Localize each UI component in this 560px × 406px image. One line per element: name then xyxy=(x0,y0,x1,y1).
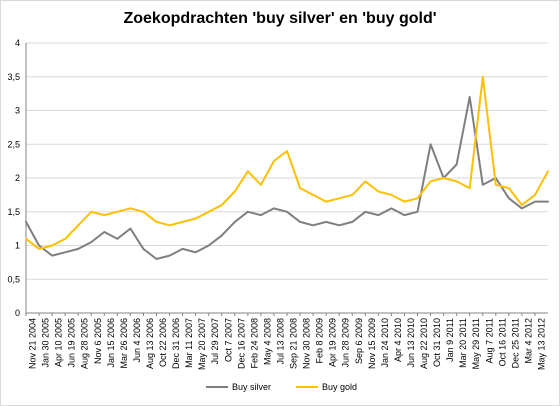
x-tick-label: Dec 31 2006 xyxy=(171,318,181,369)
x-tick-label: Jun 4 2006 xyxy=(132,318,142,363)
x-tick-label: Jul 29 2007 xyxy=(210,318,220,365)
x-tick-label: Dec 16 2007 xyxy=(236,318,246,369)
x-tick-label: May 20 2007 xyxy=(197,318,207,370)
x-tick-label: Aug 28 2005 xyxy=(80,318,90,369)
y-tick-label: 2,5 xyxy=(7,139,20,149)
x-tick-label: Mar 20 2011 xyxy=(458,318,468,368)
series-line-1 xyxy=(25,75,549,250)
x-tick-label: Mar 11 2007 xyxy=(184,318,194,368)
x-tick-label: Dec 25 2011 xyxy=(510,318,520,368)
y-tick-label: 4 xyxy=(15,38,20,48)
x-tick-label: Nov 30 2008 xyxy=(302,318,312,369)
x-tick-label: Apr 19 2009 xyxy=(328,318,338,367)
x-tick-label: May 29 2011 xyxy=(471,318,481,369)
x-tick-label: May 4 2008 xyxy=(262,318,272,365)
y-tick-label: 2 xyxy=(15,173,20,183)
y-tick-label: 3 xyxy=(15,106,20,116)
x-tick-label: Aug 22 2010 xyxy=(419,318,429,369)
y-tick-label: 3,5 xyxy=(7,72,20,82)
x-tick-label: Oct 22 2006 xyxy=(158,318,168,367)
x-tick-label: Aug 7 2011 xyxy=(484,318,494,363)
y-tick-label: 1,5 xyxy=(7,207,20,217)
x-tick-label: Jan 24 2010 xyxy=(380,318,390,368)
legend: Buy silver Buy gold xyxy=(206,382,357,392)
x-tick-label: Jul 13 2008 xyxy=(275,318,285,365)
y-tick-label: 0,5 xyxy=(7,274,20,284)
x-tick-label: Jan 30 2005 xyxy=(41,318,51,368)
x-tick-label: Oct 7 2007 xyxy=(223,318,233,362)
x-tick-label: Apr 4 2010 xyxy=(393,318,403,362)
x-tick-label: May 13 2012 xyxy=(536,318,546,370)
x-tick-label: Nov 21 2004 xyxy=(28,318,38,369)
y-tick-label: 1 xyxy=(15,241,20,251)
x-tick-label: Jun 13 2010 xyxy=(406,318,416,368)
y-axis: 0 0,5 1 1,5 2 2,5 3 3,5 4 xyxy=(7,38,27,318)
x-tick-label: Jun 19 2005 xyxy=(67,318,77,368)
x-tick-label: Mar 4 2012 xyxy=(523,318,533,364)
x-tick-label: Nov 6 2005 xyxy=(93,318,103,364)
x-tick-label: Aug 13 2006 xyxy=(145,318,155,369)
x-tick-label: Sep 6 2009 xyxy=(354,318,364,364)
x-tick-label: Oct 31 2010 xyxy=(432,318,442,367)
x-axis: Nov 21 2004 Jan 30 2005 Apr 10 2005 Jun 19 … xyxy=(25,312,548,370)
chart-title: Zoekopdrachten 'buy silver' en 'buy gold… xyxy=(123,10,436,27)
x-tick-label: Sep 21 2008 xyxy=(289,318,299,369)
x-tick-label: Nov 15 2009 xyxy=(367,318,377,369)
x-tick-label: Jan 15 2006 xyxy=(106,318,116,368)
x-tick-label: Feb 24 2008 xyxy=(249,318,259,369)
y-tick-label: 0 xyxy=(15,308,20,318)
series-line-0 xyxy=(25,96,549,260)
x-tick-label: Jun 28 2009 xyxy=(341,318,351,368)
series-group xyxy=(25,75,549,260)
x-tick-label: Mar 26 2006 xyxy=(119,318,129,369)
x-tick-label: Oct 16 2011 xyxy=(497,318,507,366)
legend-label: Buy silver xyxy=(232,382,271,392)
x-tick-label: Apr 10 2005 xyxy=(54,318,64,367)
legend-label: Buy gold xyxy=(322,382,357,392)
x-tick-label: Feb 8 2009 xyxy=(315,318,325,364)
x-tick-label: Jan 9 2011 xyxy=(445,318,455,362)
